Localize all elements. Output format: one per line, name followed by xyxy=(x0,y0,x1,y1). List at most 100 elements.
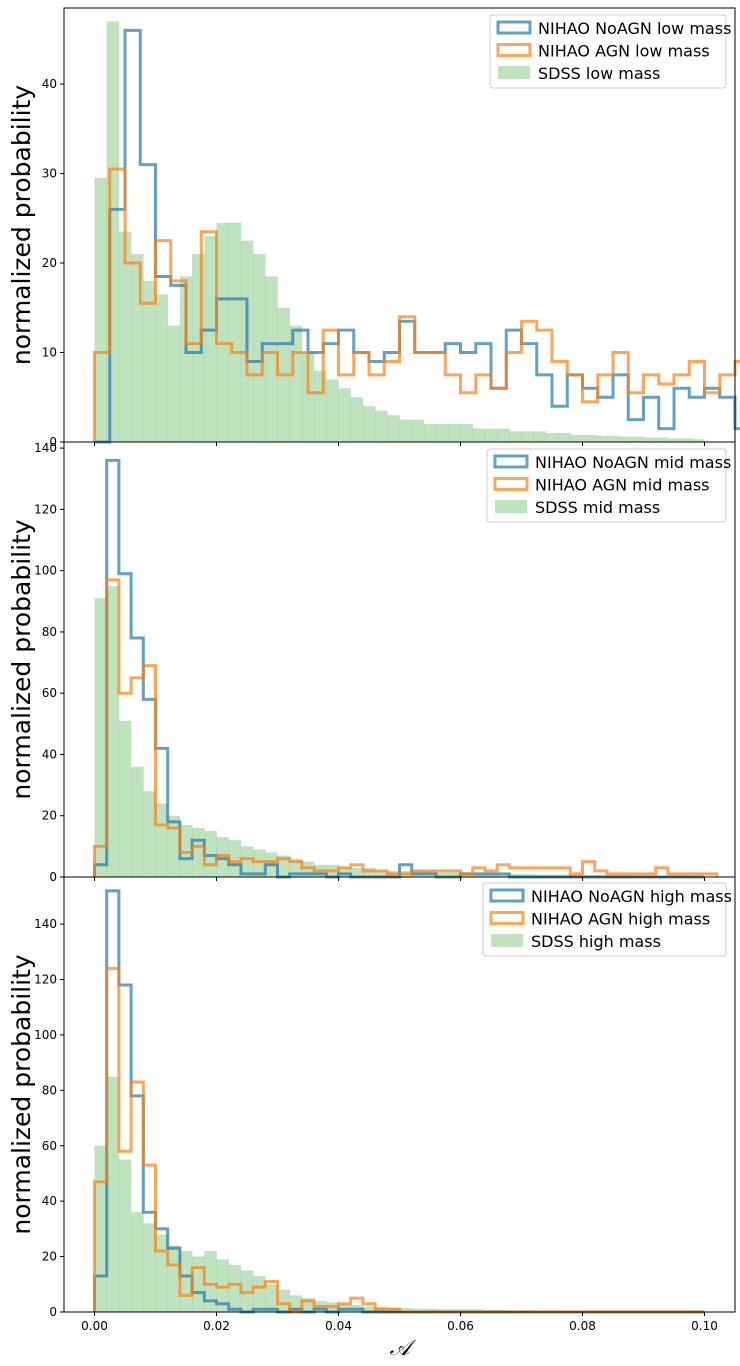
histogram-bar xyxy=(436,872,449,877)
histogram-bar xyxy=(277,855,290,877)
histogram-bar xyxy=(375,870,388,877)
histogram-bar xyxy=(228,222,242,442)
y-axis-label: normalized probability xyxy=(7,519,36,799)
y-tick-label: 30 xyxy=(42,167,57,181)
histogram-bar xyxy=(436,424,449,442)
legend-label: NIHAO NoAGN low mass xyxy=(538,19,731,38)
x-tick-label: 0.02 xyxy=(203,1319,230,1333)
histogram-bar xyxy=(204,1251,217,1312)
histogram-bar xyxy=(411,419,425,442)
histogram-bar xyxy=(265,1284,278,1312)
histogram-bar xyxy=(131,766,144,877)
legend-swatch xyxy=(496,43,532,57)
histogram-bar xyxy=(253,254,266,442)
histogram-bar xyxy=(521,873,534,877)
legend: NIHAO NoAGN high mass NIHAO AGN high mass… xyxy=(482,882,732,957)
histogram-bar xyxy=(228,1264,242,1312)
histogram-bar xyxy=(118,231,132,442)
y-tick-label: 0 xyxy=(49,870,57,884)
histogram-bar xyxy=(692,439,705,442)
x-tick-label: 0.04 xyxy=(325,1319,352,1333)
histogram-bar xyxy=(192,1256,205,1312)
histogram-bar xyxy=(423,1308,437,1312)
legend-label: SDSS mid mass xyxy=(535,498,660,517)
legend-label: NIHAO NoAGN mid mass xyxy=(535,453,731,472)
legend-box xyxy=(489,14,727,89)
histogram-bar xyxy=(497,428,510,442)
histogram-bar xyxy=(631,436,644,442)
legend-label: SDSS high mass xyxy=(531,932,661,951)
histogram-bar xyxy=(362,867,376,877)
histogram-step-line xyxy=(93,578,719,877)
histogram-bar xyxy=(106,585,120,877)
histogram-bar xyxy=(265,276,278,442)
histogram-bar xyxy=(680,438,693,442)
histogram-bar xyxy=(155,294,168,442)
histogram-bar xyxy=(472,428,486,442)
histogram-bar xyxy=(399,419,412,442)
histogram-bar xyxy=(448,424,461,442)
histogram-bar xyxy=(570,434,583,442)
panel-high-mass: 0 20 40 60 80 100 120 140 0.00 0.02 0.04 0.06 0.08 0.… xyxy=(7,876,736,1333)
histogram-bar xyxy=(362,1306,376,1312)
y-tick-label: 20 xyxy=(42,809,57,823)
legend: NIHAO NoAGN low mass NIHAO AGN low mass SD… xyxy=(489,14,731,89)
y-tick-label: 40 xyxy=(42,77,57,91)
y-tick-label: 60 xyxy=(42,1139,57,1153)
series-nihao-noagn-mid-mass xyxy=(93,458,705,879)
histogram-bar xyxy=(118,1159,132,1312)
histogram-bar xyxy=(179,276,193,442)
x-tick-label: 0.06 xyxy=(447,1319,474,1333)
histogram-bar xyxy=(94,598,107,877)
histogram-bar xyxy=(619,436,632,442)
legend-swatch xyxy=(493,477,529,491)
histogram-bar xyxy=(106,1076,120,1312)
histogram-bar xyxy=(533,431,547,442)
histogram-bar xyxy=(216,222,229,442)
histogram-bar xyxy=(667,438,681,442)
histogram-bar xyxy=(216,837,229,877)
histogram-step-line xyxy=(93,458,705,879)
histogram-bar xyxy=(655,437,669,442)
histogram-bar xyxy=(143,1223,156,1312)
histogram-bar xyxy=(509,873,522,877)
histogram-bar xyxy=(545,433,559,442)
histogram-bar xyxy=(423,424,437,442)
y-tick-label: 100 xyxy=(34,1028,57,1042)
series-sdss-high-mass xyxy=(94,1076,705,1312)
histogram-bar xyxy=(362,406,376,442)
histogram-bar xyxy=(228,840,242,877)
y-axis-label: normalized probability xyxy=(7,954,36,1234)
y-tick-label: 120 xyxy=(34,502,57,516)
histogram-bar xyxy=(387,415,400,442)
histogram-bar xyxy=(253,849,266,877)
histogram-bar xyxy=(155,1234,168,1312)
histogram-bar xyxy=(448,872,461,877)
histogram-bar xyxy=(143,791,156,877)
y-tick-label: 40 xyxy=(42,1194,57,1208)
histogram-bar xyxy=(399,1307,412,1312)
histogram-bar xyxy=(155,803,168,877)
histogram-bar xyxy=(411,1308,425,1312)
legend-label: NIHAO AGN high mass xyxy=(531,910,710,929)
histogram-bar xyxy=(460,424,473,442)
histogram-bar xyxy=(350,867,364,877)
y-tick-label: 40 xyxy=(42,747,57,761)
histogram-bar xyxy=(338,388,351,442)
legend-swatch xyxy=(489,888,525,903)
histogram-bar xyxy=(558,433,571,442)
histogram-bar xyxy=(94,178,107,442)
legend-swatch xyxy=(491,934,523,947)
histogram-bar xyxy=(167,1245,181,1312)
legend: NIHAO NoAGN mid mass NIHAO AGN mid mass SD… xyxy=(486,448,731,523)
y-tick-label: 140 xyxy=(34,441,57,455)
histogram-bar xyxy=(192,827,205,877)
panels-group: 0 10 20 30 40 normalized probability NIHAO NoA… xyxy=(7,7,740,1333)
histogram-bar xyxy=(289,858,303,877)
histogram-bar xyxy=(204,236,217,442)
y-tick-label: 0 xyxy=(49,435,57,449)
y-tick-label: 10 xyxy=(42,346,57,360)
y-tick-label: 80 xyxy=(42,625,57,639)
histogram-bar xyxy=(643,437,656,442)
